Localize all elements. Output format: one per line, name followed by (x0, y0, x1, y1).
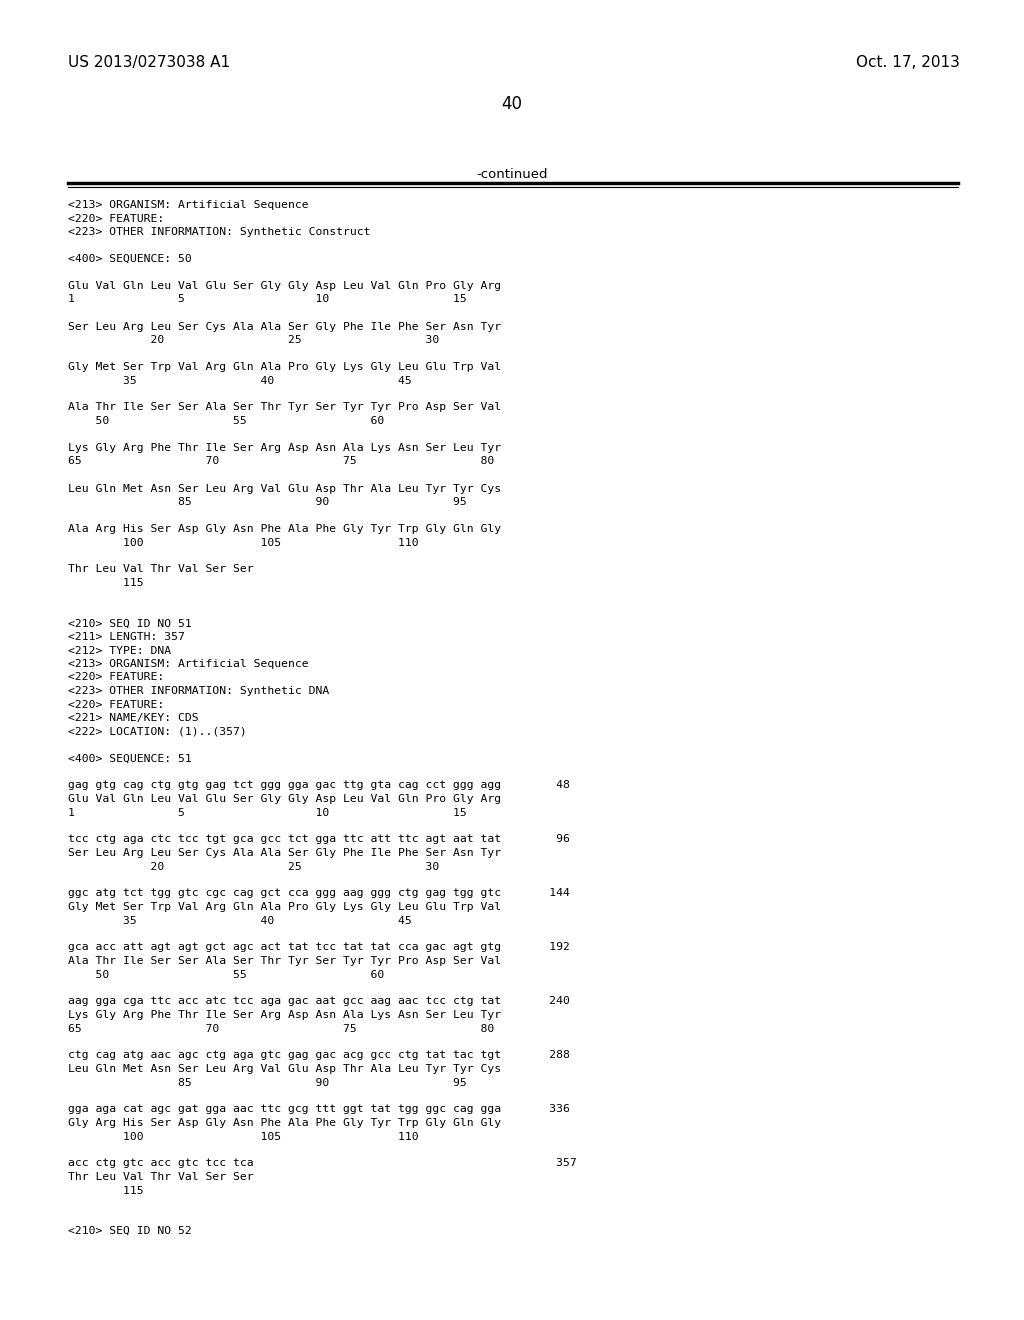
Text: <400> SEQUENCE: 50: <400> SEQUENCE: 50 (68, 253, 191, 264)
Text: Thr Leu Val Thr Val Ser Ser: Thr Leu Val Thr Val Ser Ser (68, 1172, 254, 1181)
Text: <213> ORGANISM: Artificial Sequence: <213> ORGANISM: Artificial Sequence (68, 659, 308, 669)
Text: Thr Leu Val Thr Val Ser Ser: Thr Leu Val Thr Val Ser Ser (68, 565, 254, 574)
Text: 40: 40 (502, 95, 522, 114)
Text: Leu Gln Met Asn Ser Leu Arg Val Glu Asp Thr Ala Leu Tyr Tyr Cys: Leu Gln Met Asn Ser Leu Arg Val Glu Asp … (68, 483, 501, 494)
Text: Ser Leu Arg Leu Ser Cys Ala Ala Ser Gly Phe Ile Phe Ser Asn Tyr: Ser Leu Arg Leu Ser Cys Ala Ala Ser Gly … (68, 322, 501, 331)
Text: 85                  90                  95: 85 90 95 (68, 1077, 467, 1088)
Text: 100                 105                 110: 100 105 110 (68, 1131, 419, 1142)
Text: <220> FEATURE:: <220> FEATURE: (68, 700, 164, 710)
Text: Ala Thr Ile Ser Ser Ala Ser Thr Tyr Ser Tyr Tyr Pro Asp Ser Val: Ala Thr Ile Ser Ser Ala Ser Thr Tyr Ser … (68, 956, 501, 966)
Text: 35                  40                  45: 35 40 45 (68, 375, 412, 385)
Text: Lys Gly Arg Phe Thr Ile Ser Arg Asp Asn Ala Lys Asn Ser Leu Tyr: Lys Gly Arg Phe Thr Ile Ser Arg Asp Asn … (68, 1010, 501, 1020)
Text: 85                  90                  95: 85 90 95 (68, 498, 467, 507)
Text: <222> LOCATION: (1)..(357): <222> LOCATION: (1)..(357) (68, 726, 247, 737)
Text: -continued: -continued (476, 168, 548, 181)
Text: Ala Arg His Ser Asp Gly Asn Phe Ala Phe Gly Tyr Trp Gly Gln Gly: Ala Arg His Ser Asp Gly Asn Phe Ala Phe … (68, 524, 501, 535)
Text: tcc ctg aga ctc tcc tgt gca gcc tct gga ttc att ttc agt aat tat        96: tcc ctg aga ctc tcc tgt gca gcc tct gga … (68, 834, 570, 845)
Text: 65                  70                  75                  80: 65 70 75 80 (68, 1023, 495, 1034)
Text: <213> ORGANISM: Artificial Sequence: <213> ORGANISM: Artificial Sequence (68, 201, 308, 210)
Text: 115: 115 (68, 1185, 143, 1196)
Text: <220> FEATURE:: <220> FEATURE: (68, 672, 164, 682)
Text: 35                  40                  45: 35 40 45 (68, 916, 412, 925)
Text: 1               5                   10                  15: 1 5 10 15 (68, 294, 467, 305)
Text: ggc atg tct tgg gtc cgc cag gct cca ggg aag ggg ctg gag tgg gtc       144: ggc atg tct tgg gtc cgc cag gct cca ggg … (68, 888, 570, 899)
Text: gca acc att agt agt gct agc act tat tcc tat tat cca gac agt gtg       192: gca acc att agt agt gct agc act tat tcc … (68, 942, 570, 953)
Text: Gly Arg His Ser Asp Gly Asn Phe Ala Phe Gly Tyr Trp Gly Gln Gly: Gly Arg His Ser Asp Gly Asn Phe Ala Phe … (68, 1118, 501, 1129)
Text: 115: 115 (68, 578, 143, 587)
Text: acc ctg gtc acc gtc tcc tca                                            357: acc ctg gtc acc gtc tcc tca 357 (68, 1159, 577, 1168)
Text: Ser Leu Arg Leu Ser Cys Ala Ala Ser Gly Phe Ile Phe Ser Asn Tyr: Ser Leu Arg Leu Ser Cys Ala Ala Ser Gly … (68, 847, 501, 858)
Text: Glu Val Gln Leu Val Glu Ser Gly Gly Asp Leu Val Gln Pro Gly Arg: Glu Val Gln Leu Val Glu Ser Gly Gly Asp … (68, 281, 501, 290)
Text: 50                  55                  60: 50 55 60 (68, 416, 384, 426)
Text: <221> NAME/KEY: CDS: <221> NAME/KEY: CDS (68, 713, 199, 723)
Text: Gly Met Ser Trp Val Arg Gln Ala Pro Gly Lys Gly Leu Glu Trp Val: Gly Met Ser Trp Val Arg Gln Ala Pro Gly … (68, 902, 501, 912)
Text: Oct. 17, 2013: Oct. 17, 2013 (856, 55, 961, 70)
Text: 50                  55                  60: 50 55 60 (68, 969, 384, 979)
Text: Ala Thr Ile Ser Ser Ala Ser Thr Tyr Ser Tyr Tyr Pro Asp Ser Val: Ala Thr Ile Ser Ser Ala Ser Thr Tyr Ser … (68, 403, 501, 412)
Text: Lys Gly Arg Phe Thr Ile Ser Arg Asp Asn Ala Lys Asn Ser Leu Tyr: Lys Gly Arg Phe Thr Ile Ser Arg Asp Asn … (68, 444, 501, 453)
Text: <400> SEQUENCE: 51: <400> SEQUENCE: 51 (68, 754, 191, 763)
Text: <220> FEATURE:: <220> FEATURE: (68, 214, 164, 223)
Text: 100                 105                 110: 100 105 110 (68, 537, 419, 548)
Text: Gly Met Ser Trp Val Arg Gln Ala Pro Gly Lys Gly Leu Glu Trp Val: Gly Met Ser Trp Val Arg Gln Ala Pro Gly … (68, 362, 501, 372)
Text: Leu Gln Met Asn Ser Leu Arg Val Glu Asp Thr Ala Leu Tyr Tyr Cys: Leu Gln Met Asn Ser Leu Arg Val Glu Asp … (68, 1064, 501, 1074)
Text: <210> SEQ ID NO 51: <210> SEQ ID NO 51 (68, 619, 191, 628)
Text: gag gtg cag ctg gtg gag tct ggg gga gac ttg gta cag cct ggg agg        48: gag gtg cag ctg gtg gag tct ggg gga gac … (68, 780, 570, 791)
Text: <212> TYPE: DNA: <212> TYPE: DNA (68, 645, 171, 656)
Text: <210> SEQ ID NO 52: <210> SEQ ID NO 52 (68, 1226, 191, 1236)
Text: gga aga cat agc gat gga aac ttc gcg ttt ggt tat tgg ggc cag gga       336: gga aga cat agc gat gga aac ttc gcg ttt … (68, 1105, 570, 1114)
Text: ctg cag atg aac agc ctg aga gtc gag gac acg gcc ctg tat tac tgt       288: ctg cag atg aac agc ctg aga gtc gag gac … (68, 1051, 570, 1060)
Text: 20                  25                  30: 20 25 30 (68, 862, 439, 871)
Text: 65                  70                  75                  80: 65 70 75 80 (68, 457, 495, 466)
Text: <223> OTHER INFORMATION: Synthetic Construct: <223> OTHER INFORMATION: Synthetic Const… (68, 227, 371, 238)
Text: 1               5                   10                  15: 1 5 10 15 (68, 808, 467, 817)
Text: aag gga cga ttc acc atc tcc aga gac aat gcc aag aac tcc ctg tat       240: aag gga cga ttc acc atc tcc aga gac aat … (68, 997, 570, 1006)
Text: <223> OTHER INFORMATION: Synthetic DNA: <223> OTHER INFORMATION: Synthetic DNA (68, 686, 330, 696)
Text: <211> LENGTH: 357: <211> LENGTH: 357 (68, 632, 185, 642)
Text: Glu Val Gln Leu Val Glu Ser Gly Gly Asp Leu Val Gln Pro Gly Arg: Glu Val Gln Leu Val Glu Ser Gly Gly Asp … (68, 795, 501, 804)
Text: 20                  25                  30: 20 25 30 (68, 335, 439, 345)
Text: US 2013/0273038 A1: US 2013/0273038 A1 (68, 55, 230, 70)
